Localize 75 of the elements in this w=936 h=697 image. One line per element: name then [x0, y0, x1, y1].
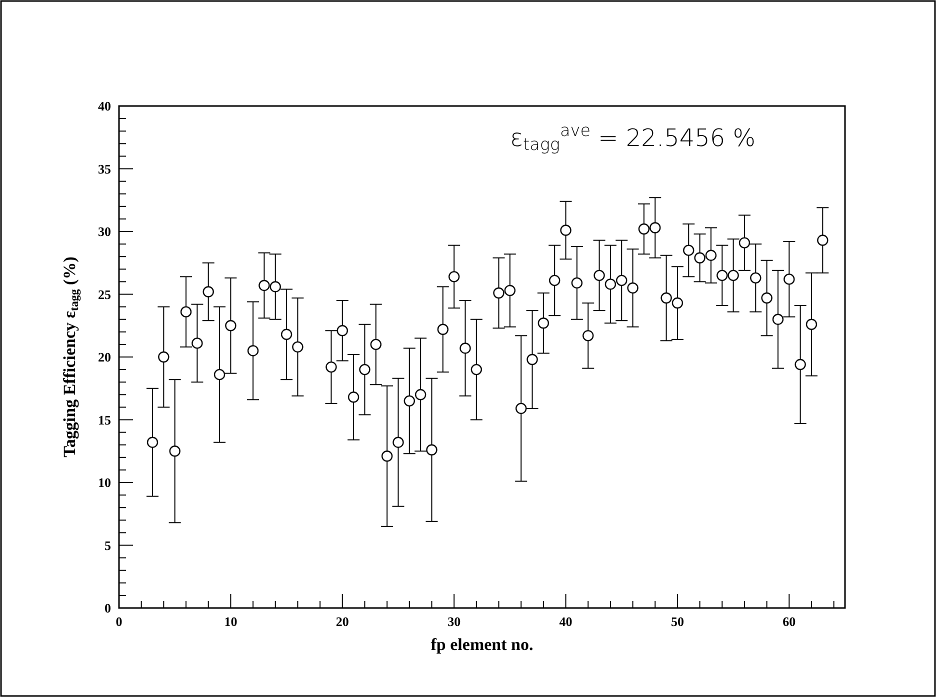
y-tick-label: 20 [98, 350, 111, 364]
annotation: ε$_{tagg}$$^{ave}$ = 22.5456 % [510, 120, 756, 154]
point [336, 325, 348, 336]
point [638, 223, 650, 235]
point [470, 364, 482, 376]
point [404, 395, 415, 407]
point [627, 282, 638, 294]
point [214, 368, 226, 380]
point [683, 244, 694, 256]
point [326, 361, 337, 373]
point [526, 354, 538, 366]
point [694, 252, 706, 264]
point [716, 270, 728, 282]
point [169, 446, 180, 457]
point [538, 318, 550, 329]
point [738, 237, 750, 248]
point [784, 274, 795, 285]
point [672, 297, 684, 309]
point [493, 287, 504, 299]
point [705, 250, 717, 261]
point [292, 341, 304, 353]
point [192, 338, 203, 349]
point [761, 292, 772, 304]
point [370, 338, 382, 350]
point [515, 402, 527, 414]
point [571, 277, 583, 289]
y-tick-label: 5 [104, 538, 112, 553]
point [806, 318, 818, 330]
y-tick-label: 10 [98, 475, 111, 490]
point [225, 320, 236, 332]
point [460, 342, 471, 354]
point [359, 364, 370, 376]
point [750, 272, 762, 284]
x-tick-label: 50 [670, 614, 684, 629]
point [437, 324, 449, 335]
x-axis-title: fp element no. [430, 635, 534, 654]
y-tick-label: 25 [98, 286, 112, 302]
x-tick-label: 10 [224, 614, 238, 629]
point [504, 284, 516, 296]
point [258, 280, 270, 292]
point [146, 436, 158, 448]
x-tick-label: 40 [559, 614, 572, 629]
point [202, 286, 214, 298]
y-tick-label: 35 [98, 161, 112, 176]
point [817, 234, 828, 246]
point [772, 314, 784, 325]
point [414, 389, 426, 400]
point [650, 222, 661, 234]
point [728, 270, 739, 282]
point [381, 450, 393, 462]
y-tick-label: 15 [98, 412, 112, 428]
point [158, 351, 170, 363]
point [604, 278, 616, 290]
point [560, 224, 572, 236]
point [549, 274, 560, 286]
y-tick-label: 40 [98, 98, 111, 114]
y-tick-label: 0 [104, 600, 111, 616]
x-tick-label: 0 [116, 614, 122, 629]
point [594, 270, 605, 282]
y-tick-label: 30 [98, 224, 111, 239]
point [348, 392, 360, 403]
point [180, 306, 192, 318]
point [616, 274, 628, 286]
point [448, 271, 460, 282]
x-tick-label: 60 [782, 614, 796, 629]
point [426, 444, 438, 456]
point [392, 436, 404, 448]
x-tick-label: 20 [336, 614, 349, 629]
point [660, 292, 672, 304]
point [794, 358, 806, 370]
point [247, 345, 259, 356]
point [270, 281, 281, 292]
point [280, 328, 292, 340]
x-tick-label: 30 [448, 614, 461, 629]
point [582, 330, 594, 342]
